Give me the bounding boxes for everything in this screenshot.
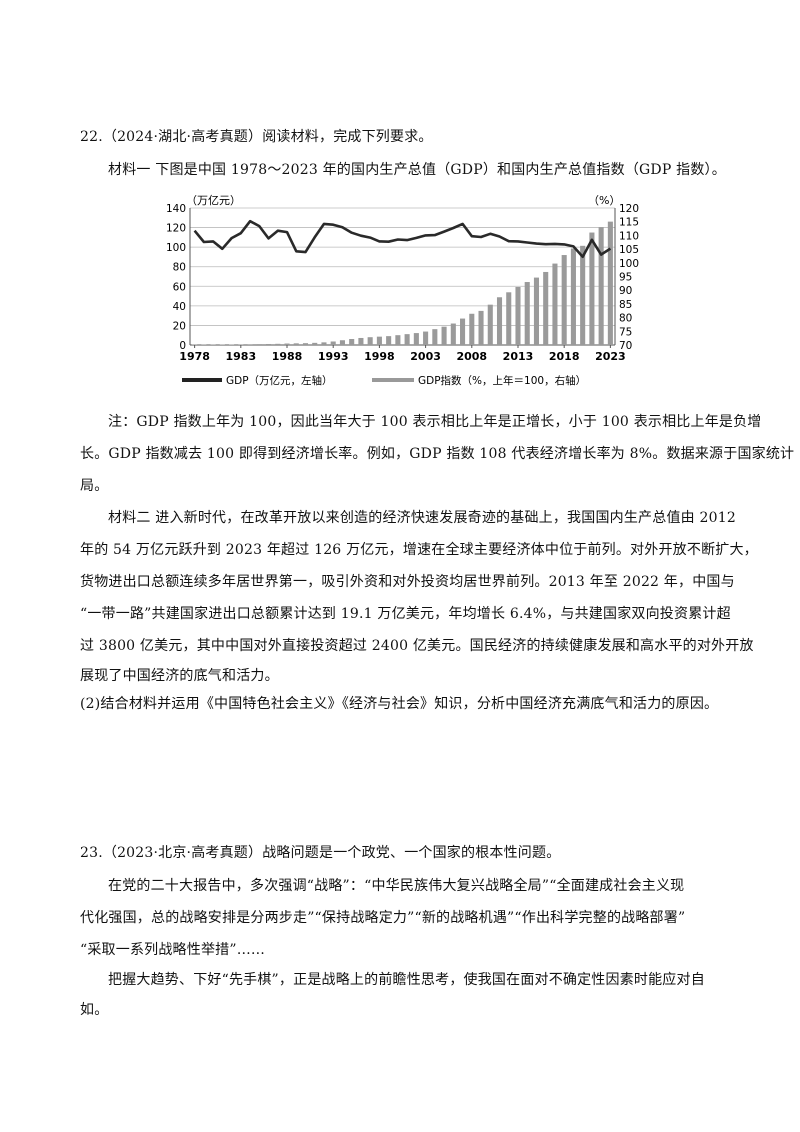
gdp-bar-1989 [293,343,299,345]
legend-index-label: GDP指数（%，上年＝100，右轴） [418,374,586,387]
left-tick-label: 140 [166,203,186,215]
gdp-bar-2010 [487,304,493,345]
gdp-bar-1993 [330,341,336,345]
left-tick-label: 80 [173,262,186,274]
gdp-bar-1999 [386,336,392,345]
material2-line-2: 年的 54 万亿元跃升到 2023 年超过 126 万亿元，增速在全球主要经济体… [80,542,758,558]
gdp-index-line [193,219,612,259]
gdp-bar-1997 [367,337,373,345]
gdp-bar-1987 [275,343,281,345]
gdp-bar-2014 [524,282,530,345]
q23-para1-line-3: “采取一系列战略性举措”…… [80,942,266,958]
x-tick-label: 1988 [272,350,303,363]
gdp-bar-1996 [358,337,364,345]
note-line-2: 长。GDP 指数减去 100 即得到经济增长率。例如，GDP 指数 108 代表… [80,446,795,462]
gdp-bar-2012 [506,292,512,345]
gdp-bar-2020 [580,245,586,345]
gdp-bar-2003 [423,331,429,345]
gdp-bar-2019 [570,248,576,345]
left-tick-label: 20 [173,320,186,332]
gdp-bar-2004 [432,329,438,345]
gdp-bar-1992 [321,342,327,345]
right-tick-label: 95 [619,272,632,284]
gdp-bar-1998 [376,336,382,345]
gdp-bar-2007 [460,318,466,345]
right-axis-unit: （%） [588,194,620,207]
gdp-bar-2023 [607,221,613,345]
note-line-3: 局。 [80,478,109,494]
x-tick-label: 1998 [364,350,395,363]
gdp-bar-2013 [515,286,521,345]
right-tick-label: 85 [619,299,632,311]
left-tick-label: 0 [179,340,186,352]
left-tick-label: 40 [173,301,186,313]
material2-line-5: 过 3800 亿美元，其中中国对外直接投资超过 2400 亿美元。国民经济的持续… [80,638,754,654]
gdp-chart: 0 20 40 60 80 100 120 140 70 75 80 85 90 95 100 105 110… [160,190,640,390]
x-tick-label: 2018 [549,350,580,363]
q23-header: 23.（2023·北京·高考真题）战略问题是一个政党、一个国家的根本性问题。 [80,845,561,861]
gdp-bar-2021 [589,232,595,345]
gdp-bar-2008 [469,313,475,345]
left-axis-unit: （万亿元） [186,194,241,207]
gdp-bar-2018 [561,255,567,345]
x-tick-label: 2003 [410,350,441,363]
gdp-bar-2017 [552,263,558,345]
gdp-bar-1994 [339,340,345,345]
x-tick-label: 2013 [503,350,534,363]
material2-line-1: 材料二 进入新时代，在改革开放以来创造的经济快速发展奇迹的基础上，我国国内生产总… [108,510,736,526]
left-tick-label: 120 [166,223,186,235]
gdp-bar-2022 [598,227,604,345]
gdp-bar-1995 [349,339,355,345]
gdp-bar-1982 [229,344,235,345]
gdp-bar-2002 [413,333,419,345]
gdp-bar-1990 [302,343,309,345]
material2-line-4: “一带一路”共建国家进出口总额累计达到 19.1 万亿美元，年均增长 6.4%，… [80,606,731,622]
material2-line-3: 货物进出口总额连续多年居世界第一，吸引外资和对外投资均居世界前列。2013 年至… [80,574,735,590]
right-tick-label: 100 [619,258,639,270]
x-tick-label: 2008 [456,350,487,363]
gdp-bar-1985 [256,344,262,345]
right-tick-label: 90 [619,285,632,297]
q23-para2-line-1: 把握大趋势、下好“先手棋”，正是战略上的前瞻性思考，使我国在面对不确定性因素时能… [108,972,705,988]
right-tick-label: 75 [619,326,632,338]
q22-header: 22.（2024·湖北·高考真题）阅读材料，完成下列要求。 [80,129,433,145]
gdp-bar-2009 [478,310,484,345]
gdp-bar-2005 [441,326,447,345]
x-tick-label: 2023 [595,350,626,363]
x-tick-label: 1978 [179,350,210,363]
gdp-bar-1988 [284,343,290,345]
gdp-bar-2006 [450,323,456,345]
right-tick-label: 115 [619,217,639,229]
gdp-bar-2016 [543,271,549,345]
right-tick-label: 105 [619,244,639,256]
left-tick-label: 100 [166,242,186,254]
right-tick-label: 120 [619,203,639,215]
gdp-bar-2000 [395,335,401,345]
gdp-bar-1986 [265,343,272,345]
gdp-bar-2011 [496,297,503,345]
note-line-1: 注：GDP 指数上年为 100，因此当年大于 100 表示相比上年是正增长，小于… [108,414,762,430]
gdp-bar-2015 [533,277,540,345]
q23-para2-line-2: 如。 [80,1002,109,1018]
q22-question: (2)结合材料并运用《中国特色社会主义》《经济与社会》知识，分析中国经济充满底气… [80,696,719,712]
right-tick-label: 70 [619,340,632,352]
q23-para1-line-2: 代化强国，总的战略安排是分两步走”“保持战略定力”“新的战略机遇”“作出科学完整… [80,910,686,926]
left-tick-label: 60 [173,281,186,293]
material2-line-6: 展现了中国经济的底气和活力。 [80,668,279,684]
gdp-bar-1983 [238,344,244,345]
x-tick-label: 1993 [318,350,349,363]
right-tick-label: 80 [619,313,632,325]
legend-gdp-label: GDP（万亿元，左轴） [226,374,333,387]
material1-intro: 材料一 下图是中国 1978～2023 年的国内生产总值（GDP）和国内生产总值… [108,162,726,178]
x-tick-label: 1983 [226,350,257,363]
gdp-bar-1991 [312,342,318,345]
gdp-bar-1984 [247,344,253,345]
gdp-bar-2001 [404,334,410,345]
right-tick-label: 110 [619,230,639,242]
q23-para1-line-1: 在党的二十大报告中，多次强调“战略”：“中华民族伟大复兴战略全局”“全面建成社会… [108,878,685,894]
